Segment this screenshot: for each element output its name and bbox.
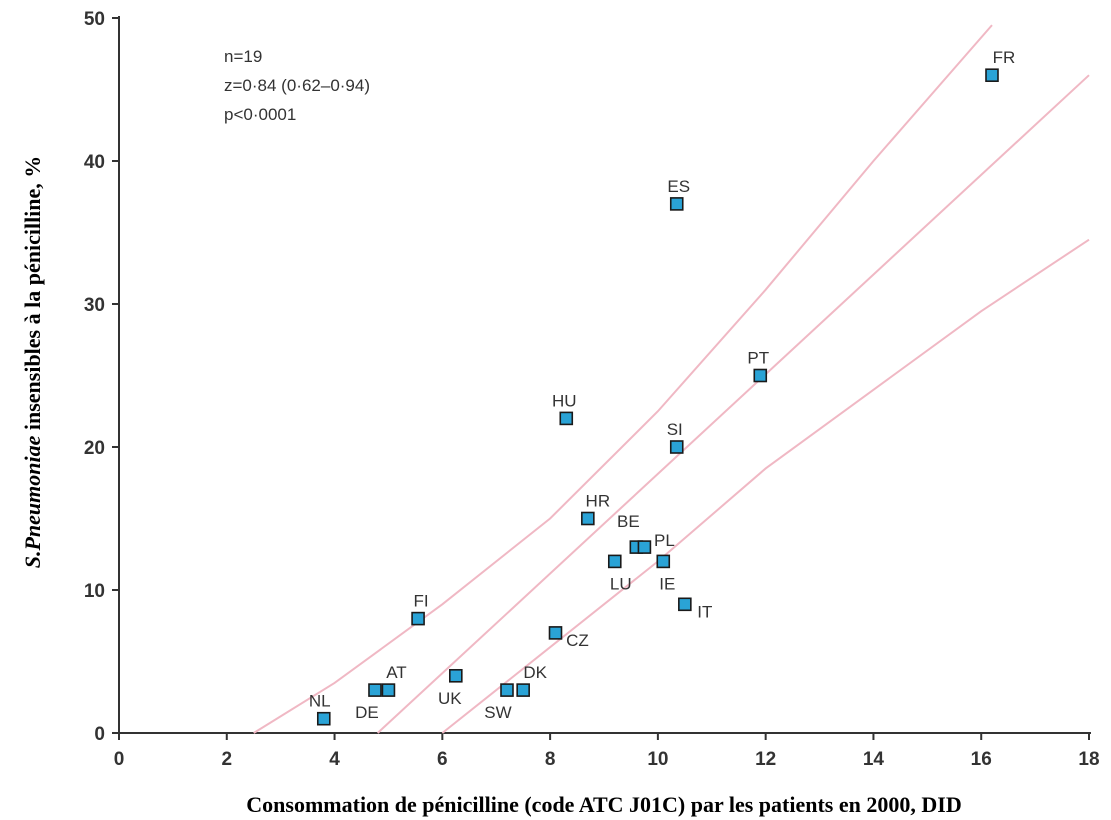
- x-tick-label: 16: [971, 749, 992, 770]
- data-point-de: DE: [355, 683, 382, 722]
- point-label: DE: [355, 703, 379, 722]
- point-marker: [368, 683, 382, 697]
- point-marker: [516, 683, 530, 697]
- stat-line: n=19: [224, 47, 262, 66]
- y-tick-label: 20: [84, 438, 105, 459]
- upper-confidence-line: [253, 24, 993, 734]
- y-tick-label: 30: [84, 295, 105, 316]
- stats-annotation: n=19 z=0·84 (0·62–0·94) p<0·0001: [224, 47, 370, 124]
- x-tick-label: 8: [545, 749, 556, 770]
- axes: 0 2 4 6 8 10 12 14 16 18 0 10 20 30 40 50: [84, 9, 1100, 770]
- data-point-es: ES: [667, 177, 690, 211]
- point-marker: [669, 197, 684, 211]
- data-points: FR ES PT HU SI HR BE PL LU IE IT FI CZ UK AT DE DK SW NL: [309, 48, 1016, 726]
- point-label: IE: [659, 574, 675, 593]
- point-label: SI: [667, 420, 683, 439]
- data-point-at: AT: [381, 663, 407, 697]
- point-label: LU: [610, 574, 632, 593]
- point-label: SW: [484, 703, 511, 722]
- x-tick-label: 4: [329, 749, 340, 770]
- y-axis-title-rest: insensibles à la pénicilline, %: [20, 156, 45, 436]
- data-point-nl: NL: [309, 692, 331, 726]
- x-tick-label: 14: [863, 749, 885, 770]
- x-tick-label: 2: [221, 749, 232, 770]
- regression-line: [376, 74, 1090, 734]
- y-tick-label: 40: [84, 152, 105, 173]
- data-point-hr: HR: [581, 492, 611, 526]
- point-label: UK: [438, 689, 462, 708]
- point-label: DK: [523, 663, 547, 682]
- y-axis-title: S.Pneumoniae insensibles à la pénicillin…: [20, 156, 45, 569]
- data-point-ie: IE: [656, 554, 675, 593]
- point-marker: [449, 668, 463, 683]
- point-marker: [607, 554, 622, 569]
- data-point-it: IT: [678, 597, 712, 621]
- point-label: HR: [586, 492, 611, 511]
- y-axis-title-italic: S.Pneumoniae: [20, 435, 45, 568]
- point-marker: [753, 368, 768, 383]
- x-tick-label: 18: [1078, 749, 1099, 770]
- data-point-si: SI: [667, 420, 684, 454]
- point-marker: [656, 554, 671, 569]
- point-label: CZ: [566, 631, 589, 650]
- data-point-pl: PL: [637, 531, 675, 554]
- data-point-uk: UK: [438, 668, 463, 708]
- y-tick-label: 0: [94, 724, 105, 745]
- point-label: PL: [654, 531, 675, 550]
- point-label: ES: [667, 177, 690, 196]
- point-label: AT: [386, 663, 406, 682]
- point-label: NL: [309, 692, 331, 711]
- data-point-sw: SW: [484, 683, 514, 722]
- stat-line: z=0·84 (0·62–0·94): [224, 76, 370, 95]
- point-label: HU: [552, 391, 577, 410]
- point-marker: [985, 68, 999, 82]
- point-marker: [559, 411, 574, 426]
- point-marker: [669, 440, 684, 454]
- point-label: FR: [993, 48, 1016, 67]
- data-point-dk: DK: [516, 663, 548, 697]
- data-point-cz: CZ: [548, 626, 589, 650]
- point-marker: [637, 540, 652, 554]
- stat-line: p<0·0001: [224, 105, 296, 124]
- x-axis-title: Consommation de pénicilline (code ATC J0…: [246, 792, 961, 817]
- point-marker: [500, 683, 514, 697]
- point-label: FI: [414, 592, 429, 611]
- x-tick-label: 6: [437, 749, 448, 770]
- point-marker: [316, 711, 331, 726]
- lower-confidence-line: [441, 238, 1090, 734]
- x-tick-label: 12: [755, 749, 776, 770]
- point-marker: [581, 511, 595, 526]
- regression-lines: [253, 24, 1090, 734]
- data-point-fi: FI: [411, 592, 429, 626]
- point-label: BE: [617, 512, 640, 531]
- point-marker: [381, 683, 396, 697]
- point-label: IT: [697, 602, 712, 621]
- data-point-pt: PT: [747, 349, 769, 383]
- data-point-fr: FR: [985, 48, 1016, 82]
- y-tick-label: 50: [84, 9, 105, 30]
- point-marker: [678, 597, 692, 612]
- y-tick-label: 10: [84, 581, 105, 602]
- point-label: PT: [747, 349, 769, 368]
- point-marker: [411, 611, 425, 626]
- data-point-hu: HU: [552, 391, 577, 426]
- x-tick-label: 10: [647, 749, 668, 770]
- point-marker: [548, 626, 563, 640]
- data-point-lu: LU: [607, 554, 632, 593]
- x-tick-label: 0: [114, 749, 125, 770]
